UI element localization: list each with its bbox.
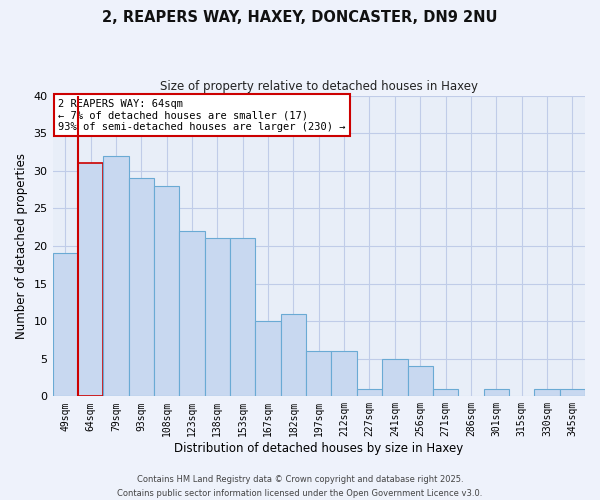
- Bar: [357, 389, 382, 396]
- Bar: [484, 389, 509, 396]
- Bar: [560, 389, 585, 396]
- Bar: [281, 314, 306, 396]
- Bar: [205, 238, 230, 396]
- Bar: [179, 231, 205, 396]
- Text: 2 REAPERS WAY: 64sqm
← 7% of detached houses are smaller (17)
93% of semi-detach: 2 REAPERS WAY: 64sqm ← 7% of detached ho…: [58, 98, 346, 132]
- Bar: [230, 238, 256, 396]
- Bar: [534, 389, 560, 396]
- Title: Size of property relative to detached houses in Haxey: Size of property relative to detached ho…: [160, 80, 478, 93]
- Bar: [78, 163, 103, 396]
- Bar: [154, 186, 179, 396]
- Bar: [53, 254, 78, 396]
- Bar: [331, 351, 357, 397]
- X-axis label: Distribution of detached houses by size in Haxey: Distribution of detached houses by size …: [174, 442, 463, 455]
- Text: Contains HM Land Registry data © Crown copyright and database right 2025.
Contai: Contains HM Land Registry data © Crown c…: [118, 476, 482, 498]
- Y-axis label: Number of detached properties: Number of detached properties: [15, 153, 28, 339]
- Bar: [256, 321, 281, 396]
- Text: 2, REAPERS WAY, HAXEY, DONCASTER, DN9 2NU: 2, REAPERS WAY, HAXEY, DONCASTER, DN9 2N…: [102, 10, 498, 25]
- Bar: [433, 389, 458, 396]
- Bar: [382, 358, 407, 397]
- Bar: [306, 351, 331, 397]
- Bar: [128, 178, 154, 396]
- Bar: [407, 366, 433, 396]
- Bar: [103, 156, 128, 396]
